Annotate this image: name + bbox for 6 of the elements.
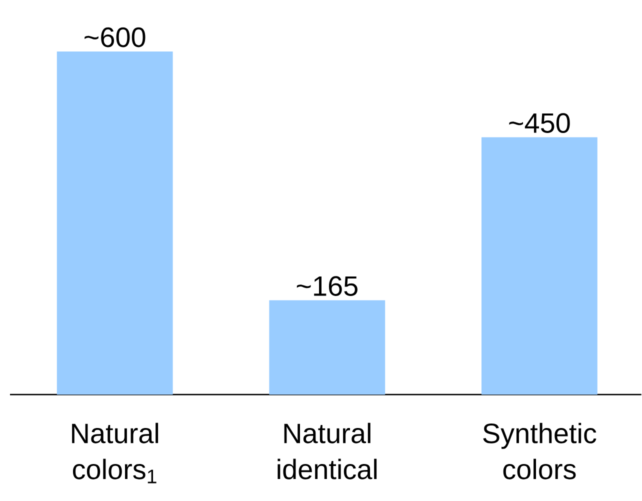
data-label: ~165 xyxy=(296,276,358,296)
data-label: ~450 xyxy=(509,112,570,133)
x-tick-label: Synthetic colors xyxy=(483,422,596,480)
data-label: ~600 xyxy=(84,27,146,47)
x-tick-label: Natural identical xyxy=(278,422,377,480)
x-tick-label: Natural colors$_{1}$ xyxy=(72,422,158,483)
